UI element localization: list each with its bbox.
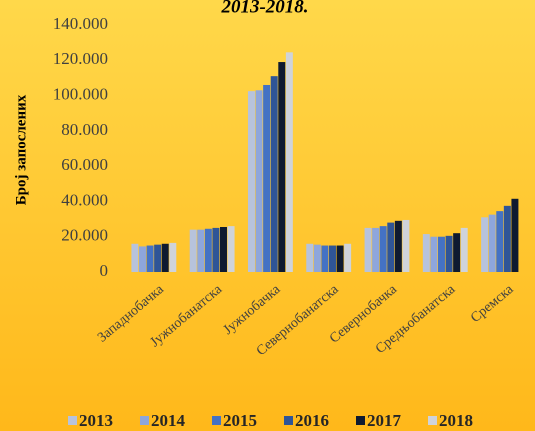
bar: [453, 233, 461, 272]
bar: [430, 236, 438, 272]
bar: [488, 214, 496, 272]
bar: [263, 84, 271, 272]
y-tick-label: 80.000: [61, 120, 108, 139]
bar: [422, 234, 430, 272]
legend-label: 2018: [439, 411, 473, 430]
legend-label: 2017: [367, 411, 402, 430]
bar: [387, 222, 395, 272]
y-tick-label: 60.000: [61, 155, 108, 174]
bar: [247, 91, 255, 273]
bar: [344, 243, 352, 272]
bar: [313, 244, 321, 272]
bar: [306, 243, 314, 272]
bar: [511, 198, 519, 272]
legend-swatch: [284, 416, 293, 425]
legend-swatch: [428, 416, 437, 425]
legend-label: 2013: [79, 411, 113, 430]
bar: [329, 245, 336, 272]
y-tick-label: 100.000: [53, 84, 108, 103]
bar: [255, 90, 263, 273]
bar: [204, 228, 212, 272]
bar: [285, 52, 293, 272]
legend-label: 2014: [151, 411, 186, 430]
bar: [445, 235, 453, 272]
legend-swatch: [212, 416, 221, 425]
bar: [481, 217, 489, 272]
y-axis-label: Број запослених: [13, 94, 29, 205]
chart-title: 2013-2018.: [220, 0, 308, 17]
bar: [437, 236, 445, 272]
bar: [379, 226, 387, 272]
bar: [146, 245, 154, 272]
legend-swatch: [356, 416, 365, 425]
bar: [154, 244, 162, 272]
bar: [138, 246, 146, 272]
bar: [131, 243, 139, 272]
bar: [496, 211, 504, 272]
legend-label: 2015: [223, 411, 257, 430]
legend-swatch: [68, 416, 77, 425]
bar: [394, 220, 402, 272]
y-tick-label: 40.000: [61, 190, 108, 209]
bar: [336, 245, 344, 272]
y-tick-label: 0: [100, 261, 109, 280]
y-tick-label: 20.000: [61, 226, 108, 245]
bar: [161, 243, 169, 272]
bar: [270, 76, 278, 273]
bar: [503, 205, 511, 272]
bar: [372, 227, 380, 272]
bar: [189, 229, 197, 272]
bar: [220, 227, 227, 272]
bar: [364, 227, 372, 272]
y-tick-label: 120.000: [53, 49, 108, 68]
legend-swatch: [140, 416, 149, 425]
bar: [227, 226, 235, 272]
bar: [278, 62, 286, 272]
bar: [212, 227, 220, 272]
legend-label: 2016: [295, 411, 329, 430]
bar: [321, 245, 329, 272]
bar: [402, 219, 410, 272]
bar: [197, 229, 205, 272]
y-tick-label: 140.000: [53, 14, 108, 33]
bar: [460, 227, 468, 272]
bar: [169, 242, 177, 272]
